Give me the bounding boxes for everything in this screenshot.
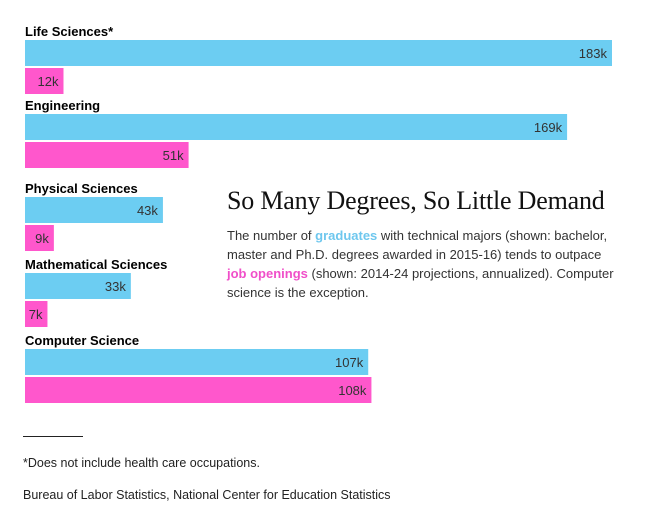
job-openings-bar bbox=[25, 142, 189, 168]
category-label: Mathematical Sciences bbox=[25, 257, 167, 272]
job-openings-value-label: 7k bbox=[29, 307, 43, 322]
footnote: *Does not include health care occupation… bbox=[23, 456, 260, 470]
chart-description: The number of graduates with technical m… bbox=[227, 226, 622, 302]
graduates-value-label: 169k bbox=[534, 120, 563, 135]
job-openings-highlight: job openings bbox=[227, 266, 308, 281]
job-openings-bar bbox=[25, 68, 64, 94]
dek-text-1: The number of bbox=[227, 228, 316, 243]
footnote-divider bbox=[23, 436, 83, 437]
dek-text-3: (shown: 2014-24 projections, annualized)… bbox=[227, 266, 614, 300]
category-label: Computer Science bbox=[25, 333, 139, 348]
chart-headline: So Many Degrees, So Little Demand bbox=[227, 186, 605, 215]
source-credit: Bureau of Labor Statistics, National Cen… bbox=[23, 488, 391, 502]
graduates-bar bbox=[25, 197, 163, 223]
graduates-bar bbox=[25, 40, 612, 66]
category-label: Life Sciences* bbox=[25, 24, 114, 39]
job-openings-bar bbox=[25, 377, 372, 403]
category-label: Engineering bbox=[25, 98, 100, 113]
job-openings-value-label: 9k bbox=[35, 231, 49, 246]
graduates-value-label: 183k bbox=[579, 46, 608, 61]
graduates-value-label: 107k bbox=[335, 355, 364, 370]
graduates-highlight: graduates bbox=[315, 228, 378, 243]
graduates-bar bbox=[25, 114, 568, 140]
job-openings-value-label: 51k bbox=[163, 148, 184, 163]
dek-text-2: with technical majors (shown: bachelor, … bbox=[227, 228, 608, 262]
graduates-value-label: 43k bbox=[137, 203, 158, 218]
job-openings-value-label: 12k bbox=[38, 74, 59, 89]
graduates-value-label: 33k bbox=[105, 279, 126, 294]
job-openings-value-label: 108k bbox=[338, 383, 367, 398]
job-openings-bar bbox=[25, 225, 54, 251]
graduates-bar bbox=[25, 349, 369, 375]
category-label: Physical Sciences bbox=[25, 181, 138, 196]
job-openings-bar bbox=[25, 301, 48, 327]
graduates-bar bbox=[25, 273, 131, 299]
